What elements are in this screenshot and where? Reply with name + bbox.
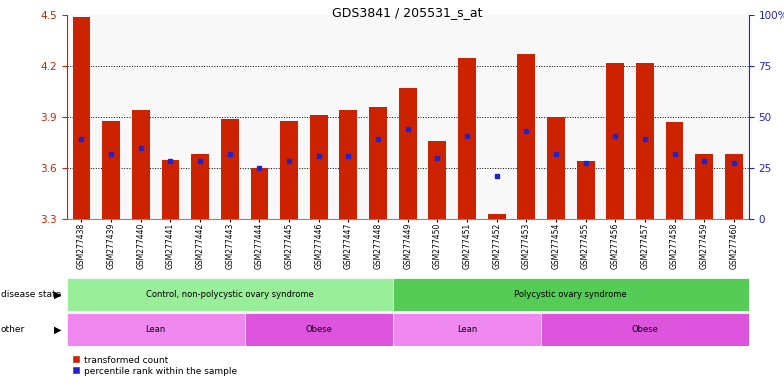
Bar xyxy=(458,58,476,219)
Text: Lean: Lean xyxy=(457,325,477,334)
Bar xyxy=(517,55,535,219)
Bar xyxy=(191,154,209,219)
Bar xyxy=(132,110,150,219)
Text: Polycystic ovary syndrome: Polycystic ovary syndrome xyxy=(514,290,627,299)
Bar xyxy=(369,107,387,219)
Bar xyxy=(73,17,90,219)
Text: disease state: disease state xyxy=(1,290,61,299)
Bar xyxy=(67,313,245,346)
Bar xyxy=(102,121,120,219)
Legend: transformed count, percentile rank within the sample: transformed count, percentile rank withi… xyxy=(71,356,237,376)
Bar xyxy=(393,313,541,346)
Bar xyxy=(399,88,416,219)
Bar xyxy=(577,161,594,219)
Text: ▶: ▶ xyxy=(53,290,61,300)
Bar xyxy=(547,117,564,219)
Text: Control, non-polycystic ovary syndrome: Control, non-polycystic ovary syndrome xyxy=(146,290,314,299)
Text: Obese: Obese xyxy=(631,325,659,334)
Bar xyxy=(393,278,749,311)
Bar xyxy=(251,168,268,219)
Bar xyxy=(666,122,684,219)
Bar xyxy=(695,154,713,219)
Bar xyxy=(310,116,328,219)
Text: ▶: ▶ xyxy=(53,324,61,334)
Bar xyxy=(541,313,749,346)
Bar xyxy=(606,63,624,219)
Text: other: other xyxy=(1,325,25,334)
Bar xyxy=(221,119,238,219)
Text: Obese: Obese xyxy=(305,325,332,334)
Bar xyxy=(428,141,446,219)
Bar xyxy=(67,278,393,311)
Text: GDS3841 / 205531_s_at: GDS3841 / 205531_s_at xyxy=(332,6,483,19)
Bar xyxy=(636,63,654,219)
Text: Lean: Lean xyxy=(146,325,165,334)
Bar xyxy=(725,154,742,219)
Bar xyxy=(488,214,506,219)
Bar xyxy=(245,313,393,346)
Bar xyxy=(280,121,298,219)
Bar xyxy=(339,110,358,219)
Bar xyxy=(162,159,180,219)
